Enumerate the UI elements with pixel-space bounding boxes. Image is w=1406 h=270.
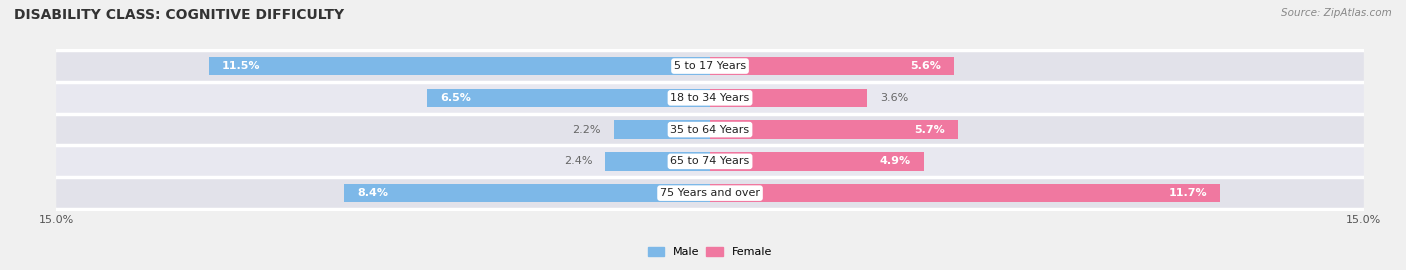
FancyBboxPatch shape (56, 177, 1364, 209)
Text: 5.6%: 5.6% (910, 61, 941, 71)
Text: DISABILITY CLASS: COGNITIVE DIFFICULTY: DISABILITY CLASS: COGNITIVE DIFFICULTY (14, 8, 344, 22)
Bar (710, 184, 1220, 202)
Text: 35 to 64 Years: 35 to 64 Years (671, 124, 749, 135)
Text: 2.2%: 2.2% (572, 124, 602, 135)
Text: 4.9%: 4.9% (879, 156, 911, 166)
Bar (427, 89, 710, 107)
Text: 2.4%: 2.4% (564, 156, 592, 166)
Legend: Male, Female: Male, Female (644, 242, 776, 262)
Text: 75 Years and over: 75 Years and over (659, 188, 761, 198)
Bar (710, 152, 924, 171)
Bar (614, 120, 710, 139)
Text: Source: ZipAtlas.com: Source: ZipAtlas.com (1281, 8, 1392, 18)
FancyBboxPatch shape (56, 146, 1364, 177)
Text: 11.5%: 11.5% (222, 61, 260, 71)
Text: 6.5%: 6.5% (440, 93, 471, 103)
FancyBboxPatch shape (56, 50, 1364, 82)
Bar (606, 152, 710, 171)
Bar (710, 89, 868, 107)
Bar (344, 184, 710, 202)
Text: 8.4%: 8.4% (357, 188, 388, 198)
Text: 11.7%: 11.7% (1168, 188, 1206, 198)
Text: 65 to 74 Years: 65 to 74 Years (671, 156, 749, 166)
Bar (710, 57, 955, 75)
Bar (208, 57, 710, 75)
Bar (710, 120, 959, 139)
Text: 5.7%: 5.7% (915, 124, 945, 135)
Text: 3.6%: 3.6% (880, 93, 908, 103)
FancyBboxPatch shape (56, 114, 1364, 146)
Text: 18 to 34 Years: 18 to 34 Years (671, 93, 749, 103)
FancyBboxPatch shape (56, 82, 1364, 114)
Text: 5 to 17 Years: 5 to 17 Years (673, 61, 747, 71)
